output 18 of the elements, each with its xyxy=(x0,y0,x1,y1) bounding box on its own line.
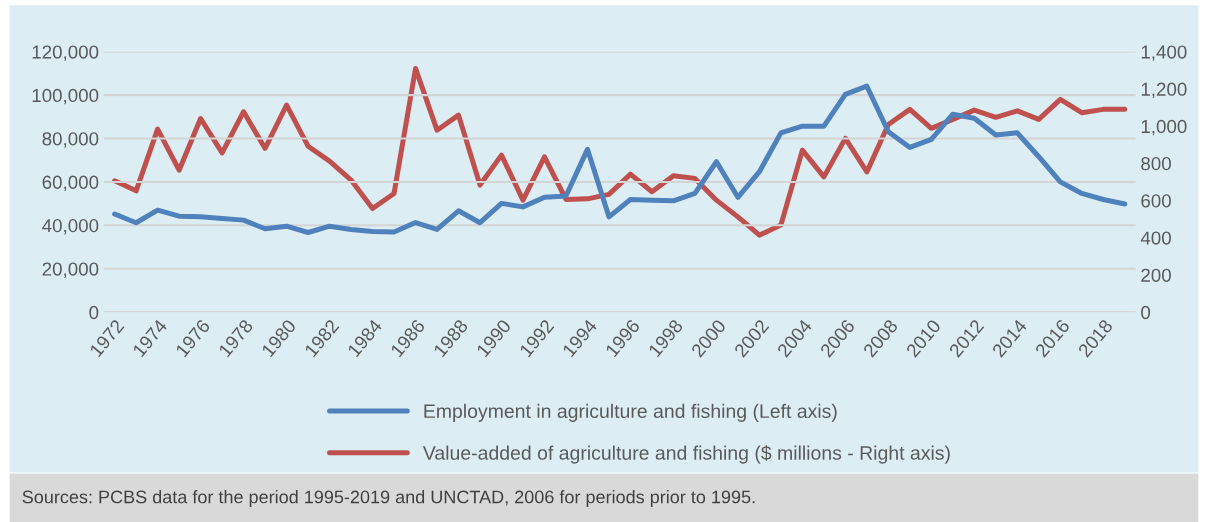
y-tick-label: 80,000 xyxy=(42,132,99,148)
y2-tick-label: 800 xyxy=(1141,157,1171,171)
source-note: Sources: PCBS data for the period 1995-2019 and UNCTAD, 2006 for periods prior to 1995. xyxy=(22,490,755,507)
y2-tick-label: 200 xyxy=(1141,268,1171,282)
y2-tick-label: 1,000 xyxy=(1141,119,1187,136)
y-tick-label: 20,000 xyxy=(42,262,99,278)
legend-label: Employment in agriculture and fishing (Left axis) xyxy=(424,403,837,422)
y2-tick-label: 0 xyxy=(1141,305,1151,320)
y2-tick-label: 1,400 xyxy=(1141,45,1187,61)
y-tick-label: 40,000 xyxy=(42,219,99,235)
y2-tick-label: 1,200 xyxy=(1141,82,1187,99)
y-tick-label: 100,000 xyxy=(32,88,99,105)
y-tick-label: 0 xyxy=(89,305,99,320)
y-tick-label: 60,000 xyxy=(42,175,99,192)
legend-label: Value-added of agriculture and fishing ($ millions - Right axis) xyxy=(422,445,950,464)
y2-tick-label: 600 xyxy=(1141,194,1171,208)
y2-tick-label: 400 xyxy=(1140,231,1171,245)
y-tick-label: 120,000 xyxy=(32,45,99,61)
